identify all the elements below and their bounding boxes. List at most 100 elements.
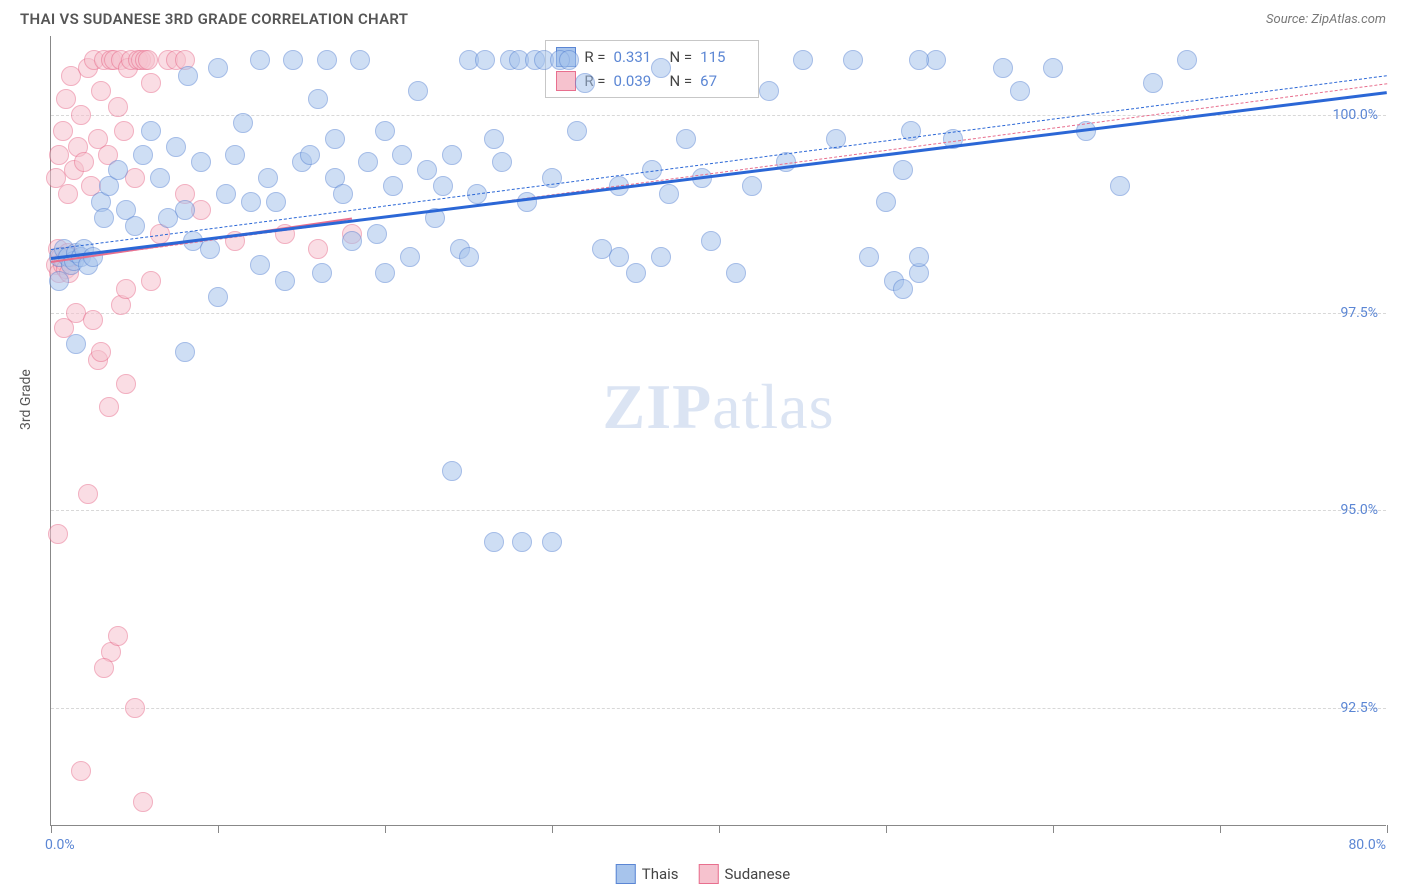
point-thai [1010,81,1030,101]
point-thai [233,113,253,133]
x-tick [719,825,720,833]
x-min-label: 0.0% [45,837,75,853]
point-thai [66,334,86,354]
point-sudanese [58,184,78,204]
point-thai [909,50,929,70]
point-thai [375,121,395,141]
point-sudanese [78,484,98,504]
point-thai [726,263,746,283]
point-thai [442,461,462,481]
point-thai [651,247,671,267]
point-thai [133,145,153,165]
point-thai [258,168,278,188]
point-thai [49,271,69,291]
point-sudanese [91,81,111,101]
scatter-chart: ZIPatlas R = 0.331 N = 115 R = 0.039 N =… [50,36,1386,826]
point-thai [283,50,303,70]
point-thai [567,121,587,141]
point-thai [241,192,261,212]
point-thai [175,200,195,220]
point-thai [876,192,896,212]
point-thai [141,121,161,141]
point-thai [609,247,629,267]
point-thai [1043,58,1063,78]
point-thai [350,50,370,70]
legend-item-thai: Thais [616,864,679,884]
point-thai [893,160,913,180]
point-thai [178,66,198,86]
x-tick [1220,825,1221,833]
point-thai [266,192,286,212]
y-tick-label: 97.5% [1340,305,1378,321]
x-tick [886,825,887,833]
legend-item-sudanese: Sudanese [699,864,791,884]
point-thai [150,168,170,188]
point-thai [626,263,646,283]
x-tick [552,825,553,833]
point-sudanese [53,121,73,141]
point-thai [108,160,128,180]
point-sudanese [74,152,94,172]
point-thai [125,216,145,236]
point-thai [993,58,1013,78]
point-thai [312,263,332,283]
point-thai [175,342,195,362]
point-sudanese [108,97,128,117]
regression-thai-extrapolate [51,76,1387,251]
legend-swatch-thai-icon [616,864,636,884]
point-thai [559,50,579,70]
point-sudanese [108,626,128,646]
y-tick-label: 92.5% [1340,700,1378,716]
point-thai [250,50,270,70]
point-sudanese [141,271,161,291]
point-thai [1110,176,1130,196]
point-thai [492,152,512,172]
point-thai [342,231,362,251]
point-thai [442,145,462,165]
point-sudanese [83,310,103,330]
x-tick [385,825,386,833]
point-thai [300,145,320,165]
point-thai [517,192,537,212]
x-tick [218,825,219,833]
x-tick [51,825,52,833]
gridline [51,510,1386,511]
point-thai [909,247,929,267]
point-sudanese [94,658,114,678]
point-thai [433,176,453,196]
point-thai [843,50,863,70]
gridline [51,313,1386,314]
point-thai [383,176,403,196]
point-thai [1177,50,1197,70]
source-label: Source: ZipAtlas.com [1266,12,1386,27]
point-thai [542,532,562,552]
x-max-label: 80.0% [1348,837,1386,853]
point-thai [512,532,532,552]
point-thai [250,255,270,275]
point-thai [793,50,813,70]
point-thai [208,58,228,78]
point-thai [859,247,879,267]
chart-title: THAI VS SUDANESE 3RD GRADE CORRELATION C… [20,10,408,28]
point-thai [893,279,913,299]
point-thai [1143,73,1163,93]
point-sudanese [48,524,68,544]
point-thai [325,129,345,149]
point-thai [759,81,779,101]
point-thai [317,50,337,70]
point-thai [275,271,295,291]
point-thai [375,263,395,283]
x-tick [1387,825,1388,833]
watermark: ZIPatlas [603,370,835,444]
gridline [51,708,1386,709]
point-sudanese [308,239,328,259]
legend-swatch-sudanese-icon [699,864,719,884]
point-sudanese [114,121,134,141]
point-thai [701,231,721,251]
point-sudanese [116,374,136,394]
y-tick-label: 100.0% [1333,107,1378,123]
point-sudanese [125,698,145,718]
point-thai [417,160,437,180]
y-tick-label: 95.0% [1340,502,1378,518]
point-sudanese [133,792,153,812]
